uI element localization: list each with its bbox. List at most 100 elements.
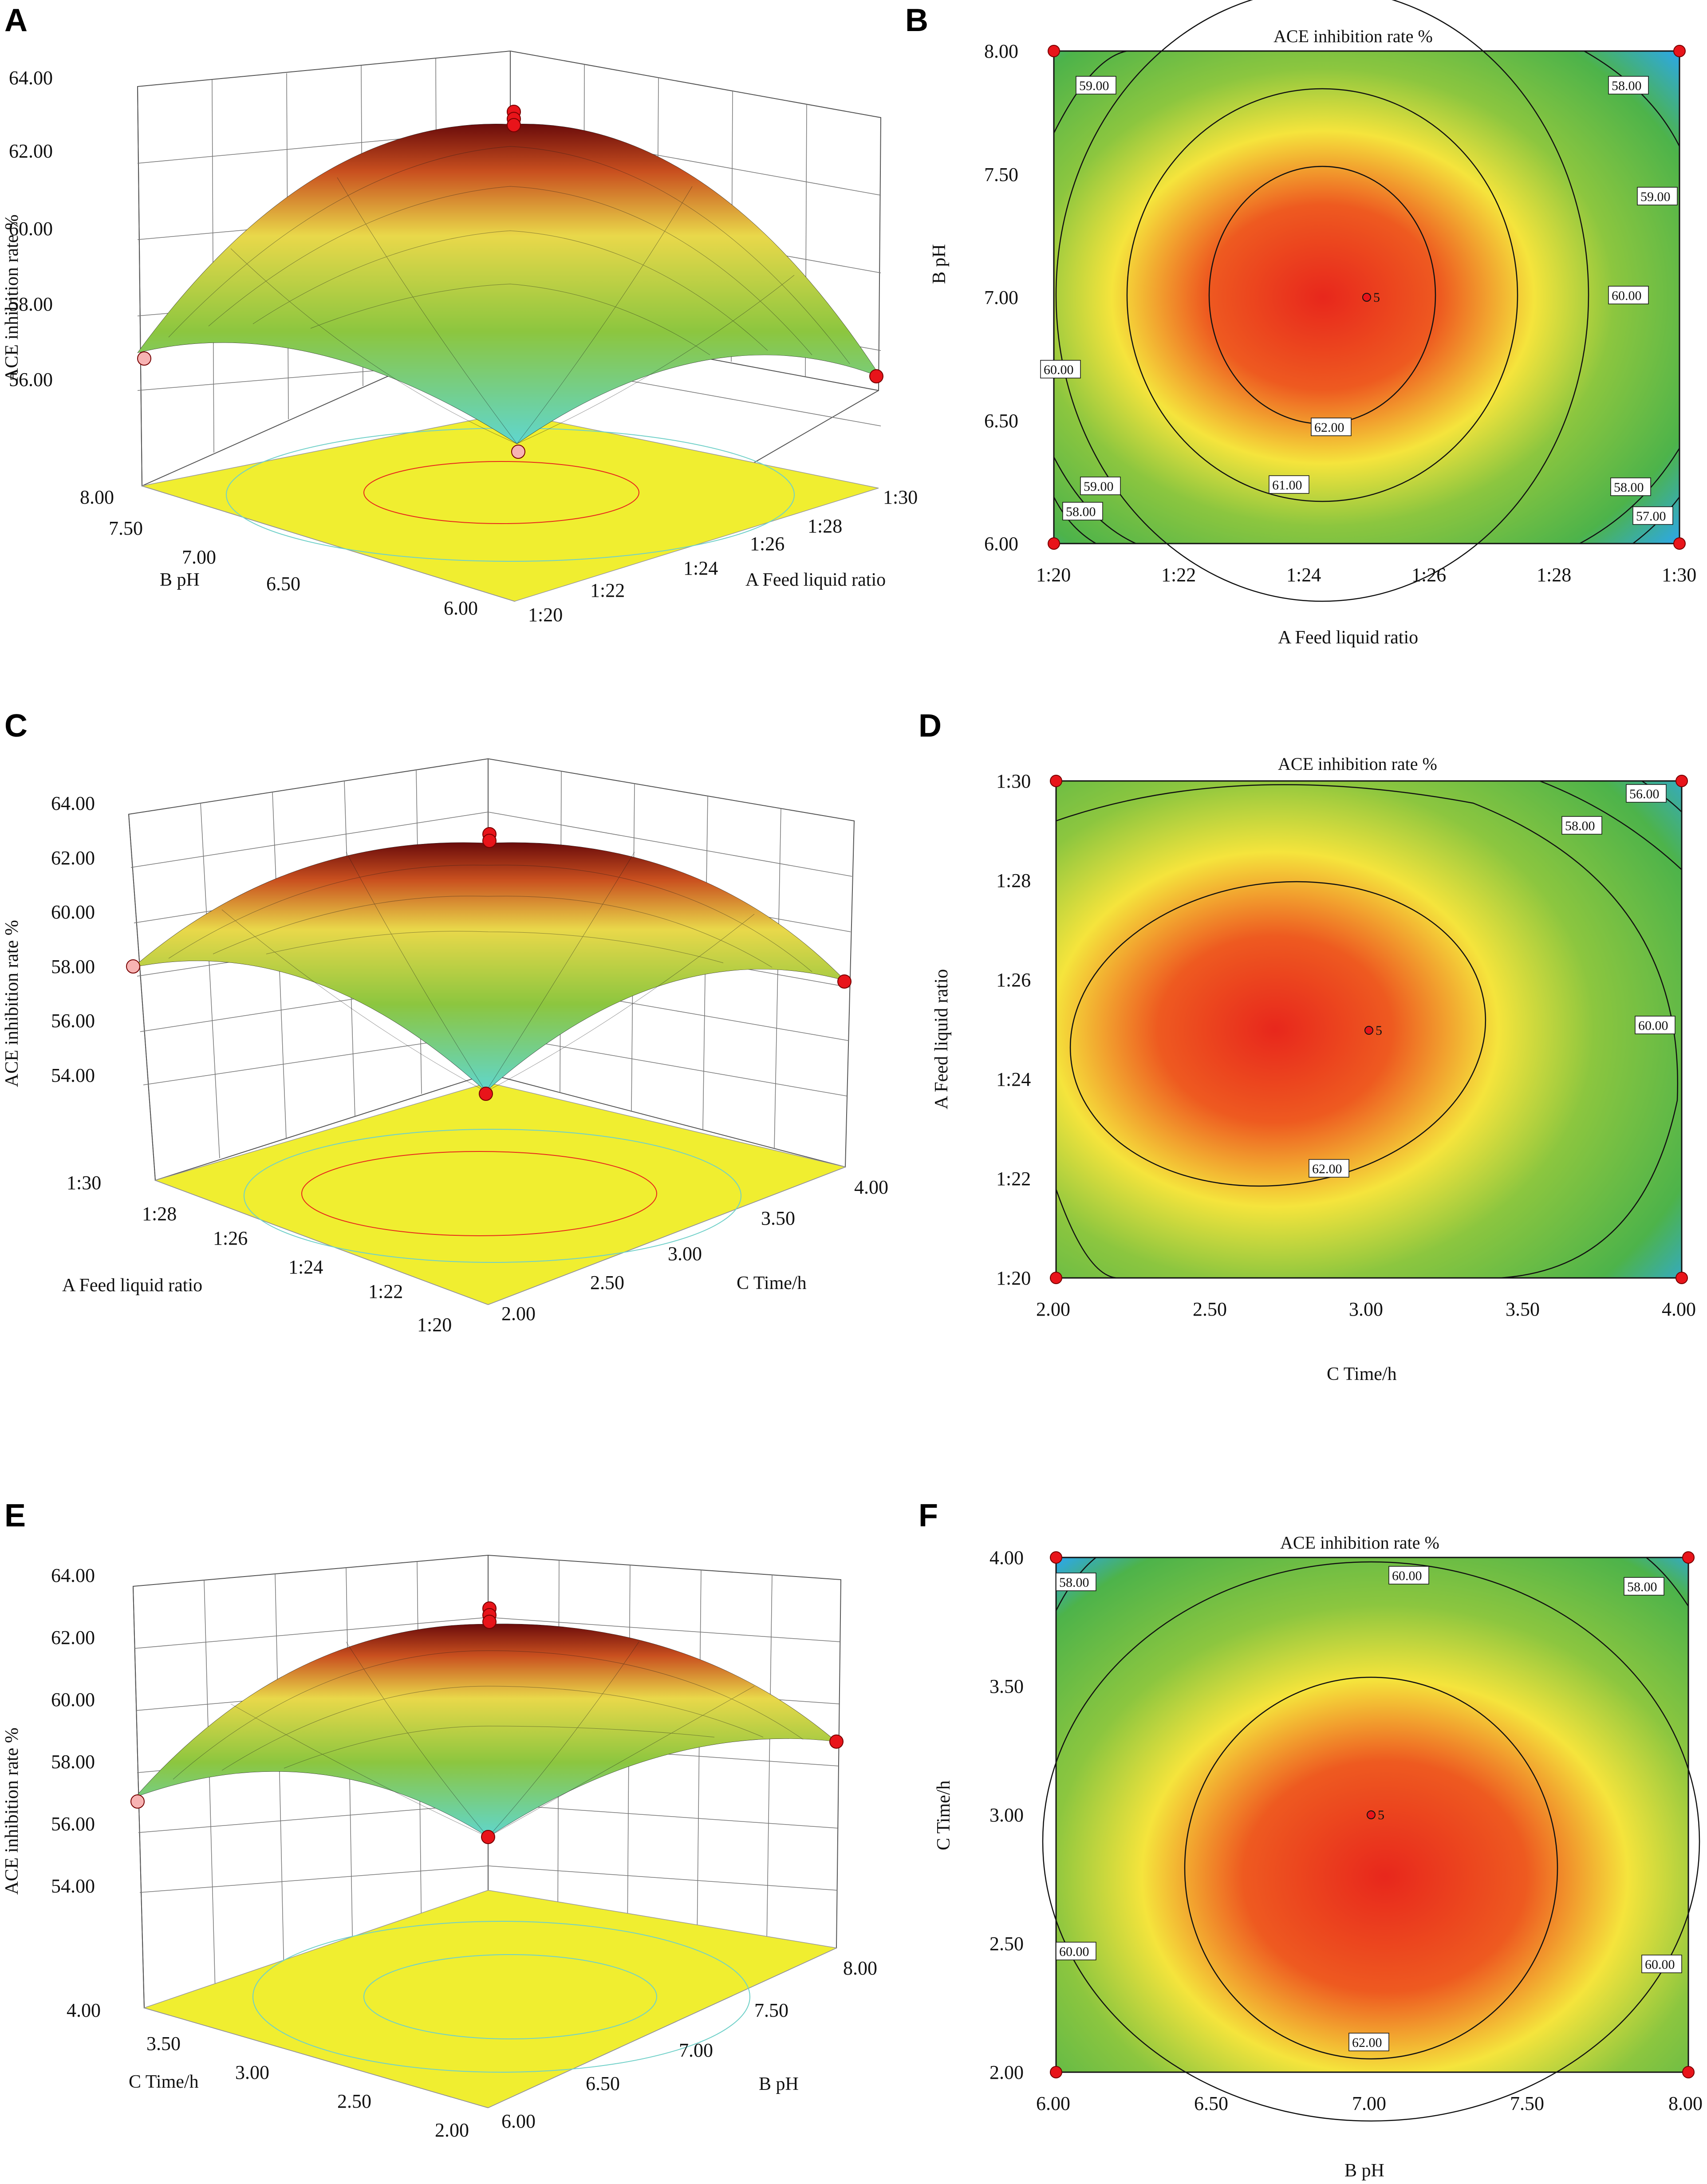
y-tick-f-0: 2.00 [990, 2062, 1024, 2083]
y-tick-f-2: 3.00 [990, 1804, 1024, 1826]
z-tick-e-5: 54.00 [51, 1875, 95, 1897]
y-tick-b-0: 6.00 [984, 533, 1018, 555]
contour-label-d-1: 58.00 [1565, 819, 1595, 833]
contour-labels-d: 56.00 58.00 60.00 62.00 [1309, 784, 1675, 1178]
z-tick-a-0: 64.00 [9, 67, 53, 89]
surface-floor-a [142, 412, 879, 602]
x-label-d: C Time/h [1327, 1364, 1397, 1384]
y-tick-d-0: 1:20 [996, 1267, 1031, 1289]
z-tick-c-2: 60.00 [51, 901, 95, 923]
y-tick-c-1: 1:28 [142, 1203, 177, 1225]
design-point-c-center-2 [482, 834, 497, 848]
center-label-b: 5 [1373, 290, 1380, 305]
x-tick-f-3: 7.50 [1510, 2093, 1544, 2114]
contour-labels-b: 59.00 58.00 59.00 60.00 60.00 62.00 61.0… [1040, 76, 1678, 525]
z-tick-e-4: 56.00 [51, 1813, 95, 1835]
design-point-d-tl [1050, 775, 1062, 787]
contour-label-f-0: 58.00 [1059, 1575, 1089, 1590]
contour-title-b: ACE inhibition rate % [1273, 26, 1433, 46]
response-surface-c [132, 842, 846, 1092]
y-label-c: A Feed liquid ratio [62, 1275, 202, 1296]
x-tick-e-3: 6.50 [586, 2073, 620, 2094]
center-point-f [1367, 1810, 1376, 1819]
contour-label-f-5: 60.00 [1645, 1957, 1675, 1972]
corner-points-d [1050, 775, 1688, 1284]
x-tick-d-4: 4.00 [1662, 1298, 1696, 1320]
panel-b: B ACE inhibition rate % 59.00 58.00 59.0… [905, 0, 1696, 648]
contour-label-d-2: 60.00 [1638, 1018, 1668, 1033]
x-tick-a-3: 1:24 [683, 557, 718, 579]
y-ticks-e: 4.00 3.50 3.00 2.50 2.00 [67, 1999, 469, 2141]
contour-title-f: ACE inhibition rate % [1280, 1533, 1439, 1553]
x-ticks-b: 1:20 1:22 1:24 1:26 1:28 1:30 [1036, 564, 1696, 586]
contour-label-b-8: 58.00 [1066, 505, 1096, 519]
z-ticks-e: 64.00 62.00 60.00 58.00 56.00 54.00 [51, 1565, 95, 1897]
x-tick-c-4: 2.00 [501, 1303, 536, 1325]
y-tick-d-3: 1:26 [996, 969, 1031, 991]
floor-contour-c-outer [244, 1129, 741, 1263]
surface-mesh-c [168, 852, 812, 1092]
z-tick-c-4: 56.00 [51, 1010, 95, 1032]
panel-letter-b: B [905, 3, 928, 38]
y-tick-f-1: 2.50 [990, 1933, 1024, 1955]
x-tick-b-1: 1:22 [1161, 564, 1196, 586]
panel-letter-a: A [4, 3, 28, 38]
surface-mesh-e [173, 1641, 804, 1837]
y-tick-a-3: 6.50 [266, 573, 300, 595]
x-label-e: B pH [759, 2074, 799, 2094]
y-tick-e-0: 4.00 [67, 1999, 101, 2021]
y-tick-b-1: 6.50 [984, 410, 1018, 432]
x-ticks-a: 1:30 1:28 1:26 1:24 1:22 1:20 [528, 486, 918, 626]
design-point-a-center-3 [507, 118, 521, 132]
design-point-a-front [511, 445, 525, 459]
surface-floor-c [154, 1082, 847, 1305]
design-point-d-tr [1675, 775, 1688, 787]
corner-points-f [1050, 1551, 1695, 2078]
panel-c: C 64.00 62.00 [2, 708, 888, 1336]
x-ticks-f: 6.00 6.50 7.00 7.50 8.00 [1036, 2093, 1703, 2114]
design-point-b-tr [1673, 45, 1686, 57]
y-tick-c-4: 1:22 [368, 1281, 403, 1302]
y-tick-a-2: 7.00 [182, 546, 216, 568]
design-point-e-front [481, 1830, 495, 1844]
contour-labels-f: 58.00 60.00 58.00 60.00 62.00 60.00 [1056, 1566, 1682, 2051]
y-ticks-d: 1:30 1:28 1:26 1:24 1:22 1:20 [996, 770, 1031, 1289]
y-tick-c-3: 1:24 [288, 1256, 323, 1278]
x-tick-b-5: 1:30 [1662, 564, 1696, 586]
x-tick-b-0: 1:20 [1036, 564, 1071, 586]
y-tick-e-4: 2.00 [435, 2119, 469, 2141]
design-point-a-right [869, 369, 883, 383]
floor-contour-e-inner [363, 1954, 657, 2039]
z-label-c: ACE inhibition rate % [2, 920, 22, 1087]
y-tick-d-2: 1:24 [996, 1068, 1031, 1090]
z-tick-a-4: 56.00 [9, 369, 53, 390]
y-tick-a-4: 6.00 [444, 597, 478, 619]
z-tick-c-5: 54.00 [51, 1064, 95, 1086]
panel-letter-e: E [4, 1498, 26, 1534]
x-tick-f-0: 6.00 [1036, 2093, 1070, 2114]
center-label-f: 5 [1378, 1808, 1384, 1822]
z-tick-c-0: 64.00 [51, 792, 95, 814]
panel-letter-f: F [919, 1498, 938, 1534]
y-tick-d-4: 1:28 [996, 870, 1031, 891]
y-ticks-a: 8.00 7.50 7.00 6.50 6.00 [80, 486, 478, 619]
x-tick-f-2: 7.00 [1352, 2093, 1386, 2114]
y-tick-e-2: 3.00 [235, 2062, 269, 2083]
x-tick-b-4: 1:28 [1537, 564, 1571, 586]
floor-contour-e-outer [252, 1921, 750, 2073]
contour-lines-f [1042, 1557, 1700, 2122]
x-tick-c-1: 3.50 [761, 1207, 795, 1229]
x-tick-e-2: 7.00 [679, 2039, 713, 2061]
design-point-b-tl [1048, 45, 1060, 57]
surface-mesh-a [168, 146, 850, 444]
design-point-f-tl [1050, 1551, 1062, 1564]
corner-points-b [1048, 45, 1686, 550]
contour-label-b-4: 60.00 [1044, 363, 1074, 377]
design-point-e-center-3 [482, 1615, 497, 1629]
design-points-e [130, 1601, 844, 1844]
x-tick-e-0: 8.00 [843, 1957, 877, 1979]
panel-letter-c: C [4, 708, 28, 744]
y-tick-c-2: 1:26 [213, 1227, 248, 1249]
center-point-b [1362, 293, 1371, 302]
z-ticks-a: 64.00 62.00 60.00 58.00 56.00 [9, 67, 53, 390]
